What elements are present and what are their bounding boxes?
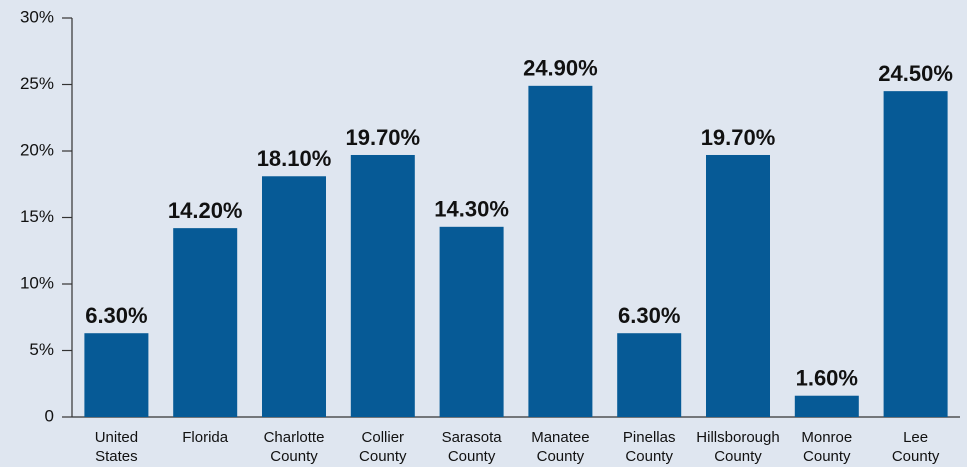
value-label: 14.20%: [168, 198, 243, 223]
y-tick-label: 20%: [20, 140, 54, 159]
value-label: 1.60%: [796, 366, 858, 391]
value-label: 6.30%: [85, 303, 147, 328]
x-tick-label: Florida: [182, 429, 229, 446]
value-label: 6.30%: [618, 303, 680, 328]
bar: [350, 154, 415, 418]
bar: [883, 91, 948, 418]
value-label: 24.50%: [878, 61, 953, 86]
x-tick-label: Collier County: [359, 429, 407, 465]
bar: [84, 333, 149, 417]
bar: [439, 226, 504, 417]
value-label: 18.10%: [257, 146, 332, 171]
value-label: 24.90%: [523, 56, 598, 81]
y-tick-label: 10%: [20, 273, 54, 292]
x-tick-label: Hillsborough County: [696, 429, 780, 465]
bar: [528, 85, 593, 417]
value-label: 19.70%: [701, 125, 776, 150]
x-tick-label: Pinellas County: [622, 429, 676, 465]
x-tick-label: Monroe County: [801, 429, 853, 465]
value-label: 14.30%: [434, 197, 509, 222]
bar: [262, 176, 326, 417]
bar: [706, 154, 770, 418]
bar: [617, 333, 682, 417]
y-tick-label: 25%: [20, 74, 54, 93]
y-tick-label: 30%: [20, 7, 54, 26]
x-tick-label: Charlotte County: [263, 429, 325, 465]
bar: [794, 395, 859, 417]
x-tick-label: United States: [94, 429, 139, 465]
y-tick-label: 0: [45, 406, 54, 425]
x-tick-label: Sarasota County: [441, 429, 502, 465]
y-tick-label: 5%: [29, 340, 54, 359]
y-tick-label: 15%: [20, 207, 54, 226]
value-label: 19.70%: [345, 125, 420, 150]
bar: [173, 228, 238, 417]
x-tick-label: Lee County: [891, 429, 940, 465]
x-tick-label: Manatee County: [531, 429, 590, 465]
